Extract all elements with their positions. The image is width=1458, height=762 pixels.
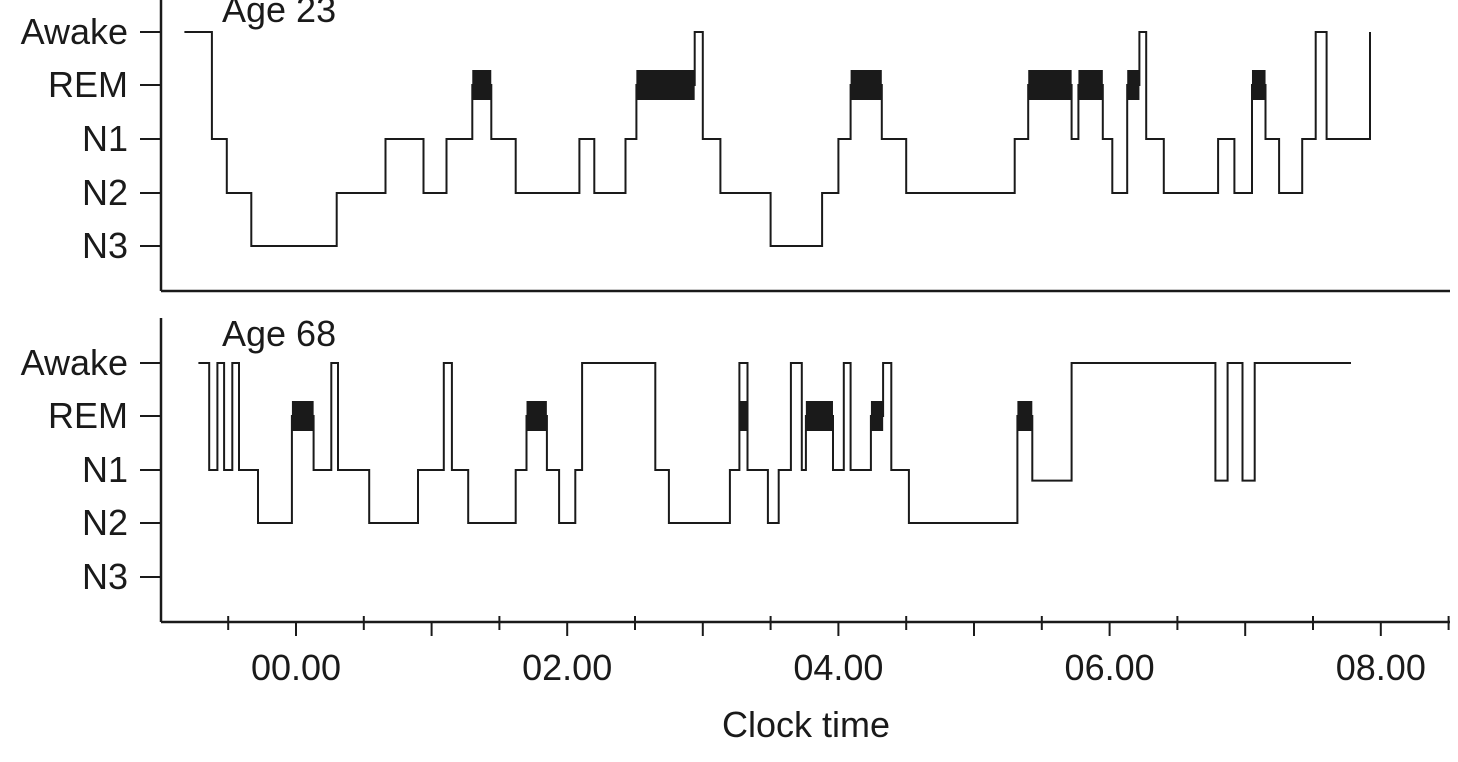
- y-tick-label: N3: [82, 556, 128, 597]
- y-ticks: Awake REM N1 N2 N3: [21, 11, 161, 266]
- x-tick-label: 00.00: [251, 647, 341, 688]
- rem-blocks: [291, 401, 1033, 431]
- panel-age-68: Age 68 Awake REM N1 N2 N3: [21, 313, 1450, 624]
- panel-label: Age 68: [222, 313, 336, 354]
- x-tick-label: 04.00: [793, 647, 883, 688]
- y-tick-label: Awake: [21, 11, 128, 52]
- panel-age-23: Age 23 Awake REM N1 N2 N3: [21, 0, 1450, 293]
- x-tick-label: 06.00: [1065, 647, 1155, 688]
- x-tick-label: 02.00: [522, 647, 612, 688]
- y-tick-label: N1: [82, 449, 128, 490]
- x-tick-label: 08.00: [1336, 647, 1426, 688]
- y-tick-label: Awake: [21, 342, 128, 383]
- rem-block: [739, 401, 748, 431]
- hypnogram-line: [184, 31, 1371, 247]
- y-ticks: Awake REM N1 N2 N3: [21, 342, 161, 597]
- x-ticks: [227, 616, 1450, 636]
- panel-label: Age 23: [222, 0, 336, 30]
- hypnogram-line: [198, 362, 1351, 524]
- y-tick-label: REM: [48, 395, 128, 436]
- y-tick-label: REM: [48, 64, 128, 105]
- y-tick-label: N2: [82, 172, 128, 213]
- x-axis-title: Clock time: [722, 704, 890, 745]
- x-tick-labels: 00.00 02.00 04.00 06.00 08.00: [251, 647, 1426, 688]
- y-tick-label: N1: [82, 118, 128, 159]
- y-tick-label: N2: [82, 502, 128, 543]
- y-tick-label: N3: [82, 225, 128, 266]
